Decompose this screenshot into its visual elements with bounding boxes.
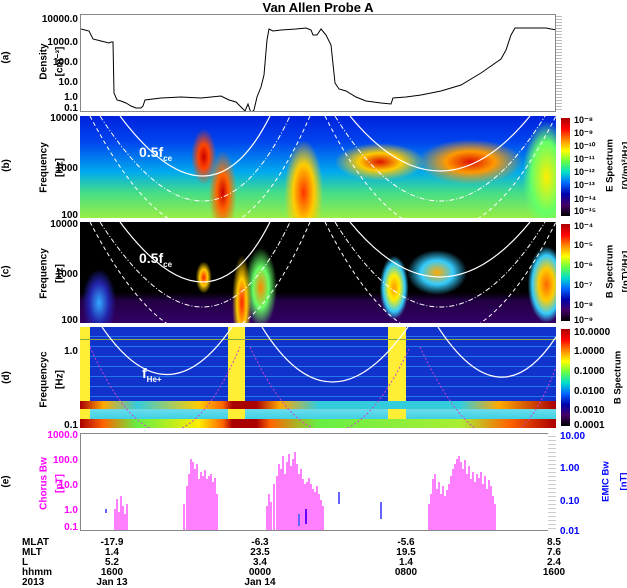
cbar-b-tick: 10⁻¹¹	[574, 155, 595, 164]
panel-e-rtick: 0.01	[560, 527, 579, 536]
cbar-c-tick: 10⁻⁸	[574, 301, 593, 310]
footer-row-labels: MLAT MLT L hhmm 2013	[22, 538, 52, 588]
hhmm-value: 0800	[376, 568, 436, 578]
cbar-b-tick: 10⁻¹⁴	[574, 195, 596, 204]
cbar-c-tick: 10⁻⁶	[574, 261, 593, 270]
date-value: Jan 14	[230, 578, 290, 588]
panel-e-rlabel: EMIC Bw	[601, 442, 612, 522]
panel-a-ytick: 10.0	[22, 78, 78, 88]
panel-e-ytick: 10.0	[22, 481, 78, 491]
cbar-d-tick: 0.0010	[574, 406, 605, 415]
panel-e-ytick: 0.1	[22, 523, 78, 533]
panel-d-ylabel: Frequencyc	[39, 350, 50, 410]
cbar-d-tick: 1.0000	[574, 347, 605, 356]
fce-curves-c	[80, 222, 556, 323]
panel-d-ytick: 1.0	[22, 347, 78, 357]
panel-a-right-axis	[556, 14, 562, 112]
panel-e-rtick: 1.00	[560, 464, 579, 473]
cbar-b-tick: 10⁻¹⁵	[574, 207, 596, 216]
cbar-d-tick: 0.0100	[574, 387, 605, 396]
fce-curves	[80, 116, 556, 218]
panel-e-rtick: 10.00	[560, 432, 585, 441]
footer-column-2: -6.3 23.5 3.4 0000 Jan 14	[230, 538, 290, 588]
panel-c-ytick: 100	[22, 316, 78, 326]
cbar-b-tick: 10⁻¹³	[574, 181, 595, 190]
cbar-c-label: B Spectrum	[605, 232, 616, 312]
panel-c-ytick: 10000	[22, 220, 78, 230]
panel-a-ytick: 1000.0	[22, 38, 78, 48]
cbar-d-tick: 0.1000	[574, 367, 605, 376]
cbar-b-tick: 10⁻⁹	[574, 129, 593, 138]
chorus-emic-traces	[81, 434, 556, 531]
footer-column-3: -5.6 19.5 1.4 0800	[376, 538, 436, 578]
panel-a-ytick: 100.0	[22, 58, 78, 68]
panel-e-right-axis	[548, 433, 556, 531]
cbar-d-tick: 0.0001	[574, 421, 605, 430]
cbar-d-tick: 10.0000	[574, 328, 610, 337]
panel-e-rtick: 0.10	[560, 497, 579, 506]
b-spectrum-colorbar-ulf	[561, 329, 570, 426]
panel-e-ytick: 1000.0	[22, 431, 78, 441]
fhe-annotation: fHe+	[142, 365, 162, 384]
panel-a-ytick: 1.0	[22, 93, 78, 103]
cbar-c-tick: 10⁻⁵	[574, 241, 593, 250]
panel-c-ytick: 1000	[22, 270, 78, 280]
panel-d-yunit: [Hz]	[55, 350, 66, 410]
density-plot	[80, 14, 556, 112]
panel-e-runit: [nT]	[619, 442, 627, 522]
cbar-b-label: E Spectrum	[605, 126, 616, 206]
panel-e-ytick: 100.0	[22, 456, 78, 466]
cbar-d-label: B Spectrum	[613, 338, 624, 418]
wave-amplitude-plot	[80, 433, 556, 531]
cbar-b-tick: 10⁻¹⁰	[574, 142, 595, 151]
panel-a-label: (a)	[1, 51, 12, 63]
cbar-b-tick: 10⁻⁸	[574, 116, 593, 125]
e-spectrum-colorbar	[561, 118, 570, 216]
b-spectrum-heatmap-ulf: fHe+	[80, 327, 556, 428]
e-spectrum-heatmap: 0.5fce	[80, 116, 556, 218]
cbar-c-tick: 10⁻⁴	[574, 222, 593, 231]
panel-a-ytick: 10000.0	[22, 15, 78, 25]
b-spectrum-heatmap-vlf: 0.5fce	[80, 222, 556, 323]
panel-d-label: (d)	[1, 371, 12, 384]
hhmm-value: 1600	[524, 568, 584, 578]
density-line	[81, 15, 556, 112]
b-spectrum-colorbar-vlf	[561, 224, 570, 321]
panel-e-label: (e)	[1, 475, 12, 487]
footer-column-1: -17.9 1.4 5.2 1600 Jan 13	[82, 538, 142, 588]
cbar-b-tick: 10⁻¹²	[574, 168, 595, 177]
chart-title: Van Allen Probe A	[0, 0, 627, 15]
panel-c-label: (c)	[1, 265, 12, 277]
date-value: Jan 13	[82, 578, 142, 588]
fce-annotation-c: 0.5fce	[139, 250, 172, 269]
cbar-c-tick: 10⁻⁷	[574, 281, 592, 290]
cbar-b-unit: [(V/m)²/Hz]	[621, 126, 627, 206]
row-label-year: 2013	[22, 578, 52, 588]
panel-e-ytick: 1.0	[22, 506, 78, 516]
panel-b-label: (b)	[1, 159, 12, 172]
panel-b-ytick: 1000	[22, 164, 78, 174]
cbar-c-tick: 10⁻⁹	[574, 316, 593, 325]
panel-b-ytick: 10000	[22, 114, 78, 124]
cbar-c-unit: [(nT)²/Hz]	[621, 232, 627, 312]
footer-column-4: 8.5 7.6 2.4 1600	[524, 538, 584, 578]
fce-annotation: 0.5fce	[139, 144, 172, 163]
